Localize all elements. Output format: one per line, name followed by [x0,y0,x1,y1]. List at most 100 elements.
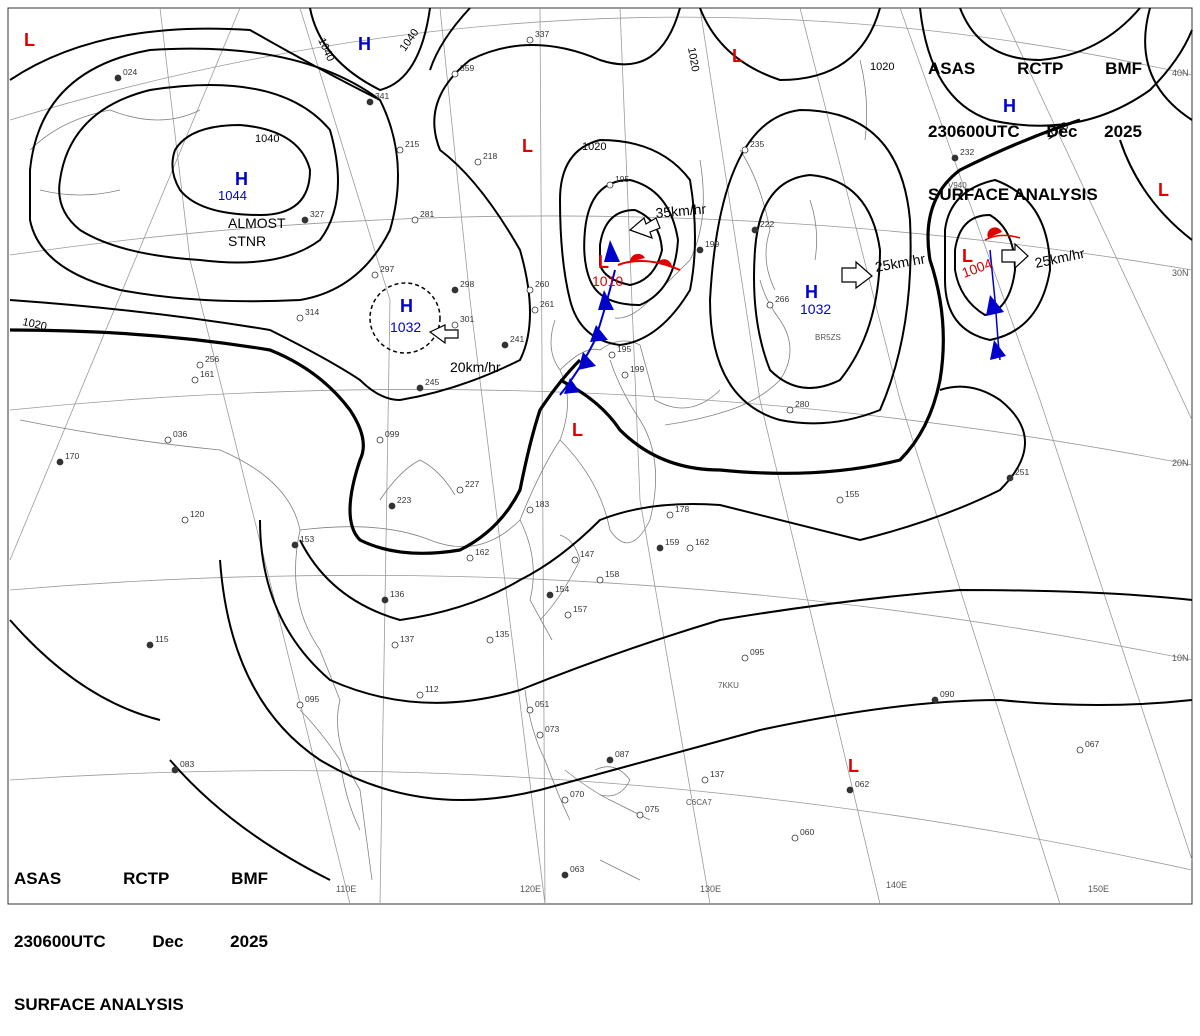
station-marker [531,306,539,314]
front-triangle [578,352,596,370]
station-marker [606,756,614,764]
station-marker [686,544,694,552]
station-pressure: 062 [855,779,869,789]
low-center-symbol: L [848,756,859,776]
station-pressure: 024 [123,67,137,77]
station-pressure: 222 [760,219,774,229]
station-marker [291,541,299,549]
high-center-symbol: H [1003,96,1016,116]
isobars [9,7,1193,881]
lat-labels: 40N 30N 20N 10N [1172,68,1189,663]
station-pressure: 060 [800,827,814,837]
station-marker [451,286,459,294]
motion-speed: 35km/hr [655,201,707,221]
station-pressure: 137 [400,634,414,644]
station-pressure: 261 [540,299,554,309]
station-pressure: 095 [305,694,319,704]
station-marker [381,596,389,604]
station-pressure: 067 [1085,739,1099,749]
station-pressure: 178 [675,504,689,514]
station-pressure: 120 [190,509,204,519]
warm-front [617,260,681,271]
map-frame [7,7,1193,905]
station-marker [388,502,396,510]
lon-labels: 110E 120E 130E 140E 150E [336,880,1109,894]
lon-label: 110E [336,884,356,894]
station-pressure: 314 [305,307,319,317]
isobar-1020-low [558,138,696,347]
high-center-symbol: H [358,34,371,54]
lat-label: 40N [1172,68,1189,78]
station-pressure: 215 [405,139,419,149]
low-center-symbol: L [572,420,583,440]
front-triangle [564,378,580,394]
station-plots: 024 337 359 341 215 218 327 281 297 298 314 301 241 2… [56,29,1099,879]
station-marker [1006,474,1014,482]
high-center-pressure: 1044 [218,188,247,203]
header-title: SURFACE ANALYSIS [14,995,184,1014]
station-pressure: 063 [570,864,584,874]
station-marker [501,341,509,349]
isobar-low-1004 [954,213,1017,317]
isobar-1040-top [309,7,431,92]
low-center-symbol: L [522,136,533,156]
station-marker [191,376,199,384]
header-year: 2025 [230,932,268,951]
low-center-symbol: L [1158,180,1169,200]
front-semicircle [658,259,673,268]
station-marker [181,516,189,524]
station-marker [366,98,374,106]
weather-map: 1040 1040 1040 1020 1020 1020 1020 1020 [7,7,1193,905]
station-pressure: 232 [960,147,974,157]
station-marker [371,271,379,279]
front-triangle [604,240,620,262]
lon-label: 140E [886,880,907,890]
station-pressure: 195 [617,344,631,354]
station-pressure: 161 [200,369,214,379]
motion-arrow [428,324,459,345]
lon-label: 120E [520,884,541,894]
station-pressure: 136 [390,589,404,599]
station-marker [596,576,604,584]
station-pressure: 154 [555,584,569,594]
lon-label: 150E [1088,884,1109,894]
station-pressure: 260 [535,279,549,289]
isobar-high-1032 [753,173,882,389]
low-center-symbol: L [598,252,609,272]
station-pressure: 341 [375,91,389,101]
isobar-label: 1020 [870,61,894,73]
station-marker [171,766,179,774]
low-center-symbol: L [24,30,35,50]
station-pressure: 245 [425,377,439,387]
isobar-label: 1040 [255,133,279,145]
center-note: ALMOST [228,215,286,231]
motion-arrow [628,216,661,239]
center-note: STNR [228,233,266,249]
motion-arrows [428,216,1029,345]
station-marker [536,731,544,739]
station-pressure: 256 [205,354,219,364]
station-marker [301,216,309,224]
station-marker [786,406,794,414]
station-marker [836,496,844,504]
pressure-centers: H 1044 ALMOST STNR H 1032 20km/hr H 1032… [24,30,1169,776]
station-pressure: 159 [665,537,679,547]
station-pressure: 195 [615,174,629,184]
low-center-symbol: L [962,246,973,266]
station-marker [196,361,204,369]
station-marker [951,154,959,162]
high-center-pressure: 1032 [800,301,831,317]
ship-id: 7KKU [718,681,739,690]
station-marker [526,506,534,514]
station-pressure: 235 [750,139,764,149]
station-marker [846,786,854,794]
station-marker [1076,746,1084,754]
station-pressure: 099 [385,429,399,439]
station-marker [751,226,759,234]
station-marker [606,181,614,189]
station-pressure: 162 [475,547,489,557]
low-center-symbol: L [732,46,743,66]
station-marker [621,371,629,379]
stationary-circle [369,282,441,354]
station-pressure: 036 [173,429,187,439]
